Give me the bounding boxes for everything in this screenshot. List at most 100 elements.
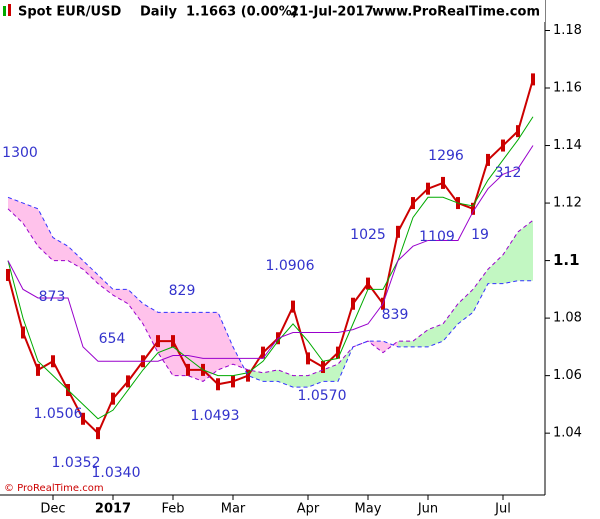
- y-tick-label: 1.18: [553, 23, 582, 38]
- candle: [336, 346, 340, 359]
- subtitle: 21-Jul-2017: [290, 5, 374, 20]
- candle: [516, 125, 520, 138]
- cloud: [443, 303, 458, 342]
- y-tick-label: 1.14: [553, 138, 582, 153]
- cloud: [23, 203, 38, 247]
- x-tick-label: Apr: [297, 502, 320, 517]
- y-tick-label: 1.04: [553, 426, 582, 441]
- cloud: [68, 246, 83, 270]
- series-line: [7, 116, 534, 420]
- annotation: 1.0340: [92, 465, 141, 481]
- candle: [471, 202, 475, 215]
- header-bg: [0, 0, 545, 22]
- annotation: 19: [471, 227, 489, 243]
- y-tick-label: 1.16: [553, 81, 582, 96]
- annotation: 1.0493: [191, 408, 240, 424]
- annotation: 873: [39, 289, 66, 305]
- annotation: 839: [382, 307, 409, 323]
- cloud: [398, 341, 413, 347]
- cloud: [488, 254, 503, 284]
- plot-area: [6, 73, 535, 440]
- cloud: [503, 231, 518, 284]
- x-tick-label: May: [355, 502, 382, 517]
- annotation: 829: [169, 283, 196, 299]
- series-line: [7, 79, 534, 435]
- cloud: [38, 208, 53, 261]
- candle: [366, 277, 370, 290]
- candle: [426, 182, 430, 195]
- candle: [51, 355, 55, 368]
- cloud: [458, 289, 473, 324]
- candle: [36, 363, 40, 376]
- cloud: [113, 289, 128, 304]
- cloud: [278, 369, 293, 388]
- candle: [231, 375, 235, 388]
- candle: [321, 361, 325, 374]
- annotation: 1.0352: [52, 455, 101, 471]
- x-tick-label: 2017: [95, 502, 131, 517]
- candle: [396, 225, 400, 238]
- candle: [21, 326, 25, 339]
- cloud: [248, 369, 263, 382]
- candle: [411, 197, 415, 210]
- candle: [306, 352, 310, 365]
- logo: [3, 4, 11, 16]
- cloud: [518, 220, 533, 281]
- x-tick-label: Mar: [221, 502, 246, 517]
- cloud: [8, 197, 23, 224]
- series-line: [7, 196, 533, 388]
- cloud: [293, 375, 308, 388]
- copyright: © ProRealTime.com: [4, 483, 104, 494]
- candle: [216, 378, 220, 391]
- candle: [6, 268, 10, 281]
- candle: [111, 392, 115, 405]
- candle: [486, 153, 490, 166]
- candle: [261, 346, 265, 359]
- cloud: [158, 312, 173, 376]
- candle: [81, 412, 85, 425]
- subtitle: 1.1663 (0.00%): [186, 5, 298, 20]
- cloud: [413, 329, 428, 347]
- cloud: [263, 369, 278, 382]
- candle: [156, 335, 160, 348]
- cloud: [128, 289, 143, 324]
- candle: [171, 335, 175, 348]
- source: www.ProRealTime.com: [372, 5, 540, 20]
- annotation: 1109: [419, 229, 455, 245]
- chart-title: Spot EUR/USD: [18, 5, 121, 20]
- candle: [351, 297, 355, 310]
- candle: [96, 427, 100, 440]
- x-tick-label: Jun: [417, 502, 438, 517]
- y-tick-label: 1.12: [553, 196, 582, 211]
- x-tick-label: Jul: [494, 502, 511, 517]
- cloud: [53, 237, 68, 261]
- y-tick-label: 1.1: [553, 251, 580, 269]
- annotation: 1.0570: [298, 388, 347, 404]
- candle: [186, 363, 190, 376]
- y-tick-label: 1.08: [553, 311, 582, 326]
- cloud: [173, 312, 188, 376]
- candle: [246, 369, 250, 382]
- cloud: [143, 303, 158, 353]
- annotation: 1.0506: [34, 406, 83, 422]
- cloud: [98, 274, 113, 296]
- series-line: [7, 145, 534, 362]
- x-tick-label: Dec: [40, 502, 65, 517]
- y-tick-label: 1.06: [553, 368, 582, 383]
- candle: [441, 176, 445, 189]
- annotation: 1296: [428, 148, 464, 164]
- cloud: [218, 312, 233, 370]
- cloud: [428, 323, 443, 347]
- x-tick-label: Feb: [161, 502, 184, 517]
- cloud: [203, 312, 218, 382]
- candle: [501, 139, 505, 152]
- cloud: [188, 312, 203, 382]
- subtitle: Daily: [140, 5, 177, 20]
- cloud: [473, 269, 488, 313]
- candle: [126, 375, 130, 388]
- annotation: 1025: [350, 227, 386, 243]
- annotation: 1.0906: [266, 258, 315, 274]
- candle: [531, 73, 535, 86]
- candle: [291, 300, 295, 313]
